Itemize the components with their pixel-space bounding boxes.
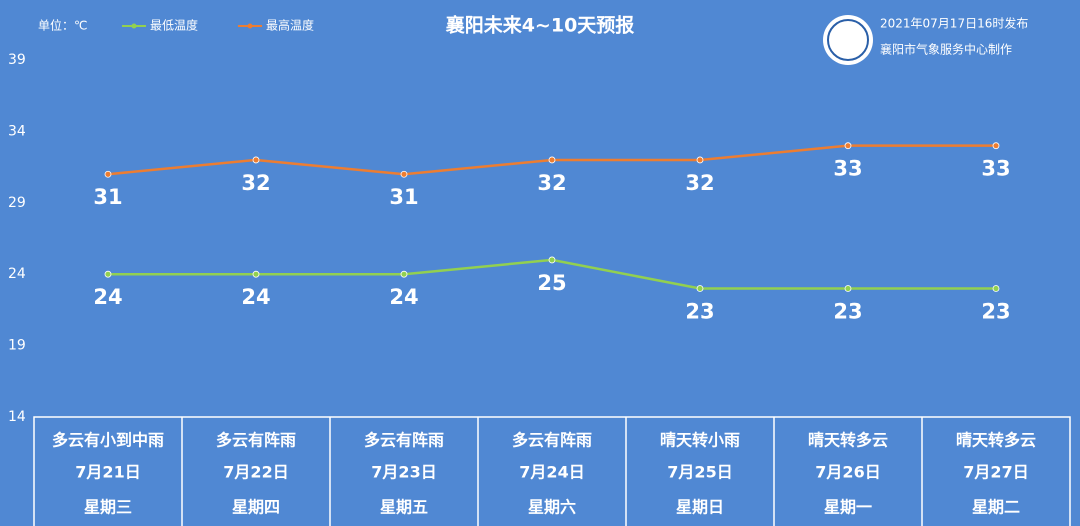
table-cell: 多云有阵雨 [512, 431, 592, 450]
data-label: 33 [981, 157, 1010, 181]
point [104, 270, 112, 278]
table-cell: 星期一 [824, 498, 872, 517]
table-cell: 多云有阵雨 [216, 431, 296, 450]
table-cell: 星期日 [676, 498, 724, 517]
legend-label: 最高温度 [266, 18, 314, 33]
y-tick-label: 29 [8, 195, 26, 211]
table-cell: 星期五 [380, 498, 428, 517]
legend-label: 最低温度 [150, 18, 198, 33]
data-label: 24 [241, 285, 270, 309]
y-tick-label: 39 [8, 52, 26, 68]
data-label: 23 [685, 299, 714, 323]
logo [823, 15, 873, 65]
issued-text: 2021年07月17日16时发布 [880, 16, 1028, 31]
data-label: 32 [537, 171, 566, 195]
point [992, 142, 1000, 150]
point [548, 256, 556, 264]
point [696, 156, 704, 164]
table-cell: 7月24日 [519, 463, 584, 482]
data-label: 23 [981, 299, 1010, 323]
unit-label: 单位：℃ [38, 18, 87, 33]
table-cell: 星期二 [972, 498, 1020, 517]
y-tick-label: 34 [8, 123, 26, 139]
point [548, 156, 556, 164]
point [252, 270, 260, 278]
table-cell: 7月25日 [667, 463, 732, 482]
y-tick-label: 19 [8, 338, 26, 354]
data-label: 31 [389, 185, 418, 209]
table-cell: 星期六 [528, 498, 576, 517]
chart-title: 襄阳未来4~10天预报 [445, 14, 635, 37]
table-border [33, 416, 1071, 526]
table-cell: 晴天转多云 [956, 431, 1036, 450]
table-cell: 多云有阵雨 [364, 431, 444, 450]
logo-ring [827, 19, 869, 61]
legend-marker [247, 23, 253, 29]
point [844, 285, 852, 292]
table-cell: 7月22日 [223, 463, 288, 482]
point [104, 170, 112, 178]
point [844, 142, 852, 150]
point [992, 285, 1000, 292]
table-cell: 7月26日 [815, 463, 880, 482]
table-cell: 晴天转多云 [808, 431, 888, 450]
table-cell: 多云有小到中雨 [52, 431, 164, 450]
point [252, 156, 260, 164]
data-label: 31 [93, 185, 122, 209]
data-label: 24 [389, 285, 418, 309]
table-cell: 晴天转小雨 [660, 431, 740, 450]
table-cell: 星期三 [84, 498, 132, 517]
point [400, 170, 408, 178]
table-cell: 7月27日 [963, 463, 1028, 482]
legend-marker [131, 23, 137, 29]
data-label: 24 [93, 285, 122, 309]
data-label: 23 [833, 299, 862, 323]
producer-text: 襄阳市气象服务中心制作 [880, 42, 1012, 57]
table-cell: 7月23日 [371, 463, 436, 482]
data-label: 25 [537, 271, 566, 295]
point [400, 270, 408, 278]
y-tick-label: 24 [8, 266, 26, 282]
data-label: 32 [241, 171, 270, 195]
table-cell: 星期四 [232, 498, 280, 517]
y-tick-label: 14 [8, 409, 26, 425]
data-label: 33 [833, 157, 862, 181]
point [696, 285, 704, 292]
table-cell: 7月21日 [75, 463, 140, 482]
data-label: 32 [685, 171, 714, 195]
